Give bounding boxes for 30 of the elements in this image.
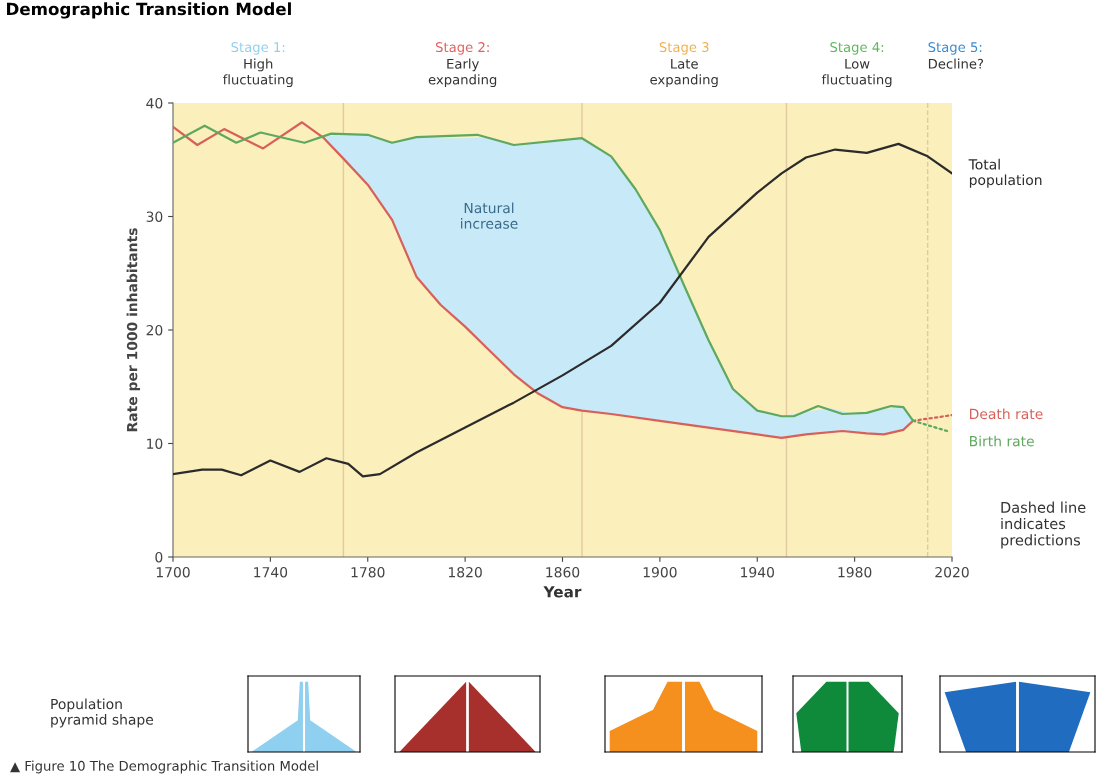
band-label: Stage 3 Late expanding xyxy=(650,42,718,88)
x-axis-title: Year xyxy=(543,586,582,598)
y-tick-label: 10 xyxy=(147,438,163,449)
y-tick-label: 30 xyxy=(146,211,163,222)
x-tick-label: 2020 xyxy=(935,566,969,578)
annotation: Natural increase xyxy=(461,202,518,229)
x-tick-label: 1820 xyxy=(448,566,482,578)
band-label: Stage 5: Decline? xyxy=(928,42,984,69)
y-tick-label: 20 xyxy=(146,324,163,336)
x-tick-label: 1860 xyxy=(546,566,580,578)
band-label: Stage 2: Early expanding xyxy=(428,42,497,88)
series-label: Total population xyxy=(968,158,1042,188)
x-tick-label: 1700 xyxy=(156,566,190,578)
band-label: Stage 4: Low fluctuating xyxy=(821,42,892,88)
x-tick-label: 1980 xyxy=(838,566,872,578)
line-series xyxy=(173,142,952,478)
chart-title: Demographic Transition Model xyxy=(7,2,291,19)
text: ▲ Figure 10 The Demographic Transition Model xyxy=(10,760,318,774)
x-tick-label: 1900 xyxy=(643,566,677,578)
y-tick-label: 40 xyxy=(146,97,163,109)
text: Population pyramid shape xyxy=(51,698,154,728)
text: Birth rate xyxy=(970,435,1034,447)
x-tick-label: 1940 xyxy=(741,566,774,578)
y-axis-title: Rate per 1000 inhabitants xyxy=(126,228,141,432)
text: Death rate xyxy=(970,408,1043,420)
x-tick-label: 1780 xyxy=(351,566,385,578)
x-tick-label: 1740 xyxy=(254,566,288,578)
text: Dashed line indicates predictions xyxy=(1001,501,1086,549)
y-tick-label: 0 xyxy=(155,551,163,563)
band-label: Stage 1: High fluctuating xyxy=(222,42,293,88)
